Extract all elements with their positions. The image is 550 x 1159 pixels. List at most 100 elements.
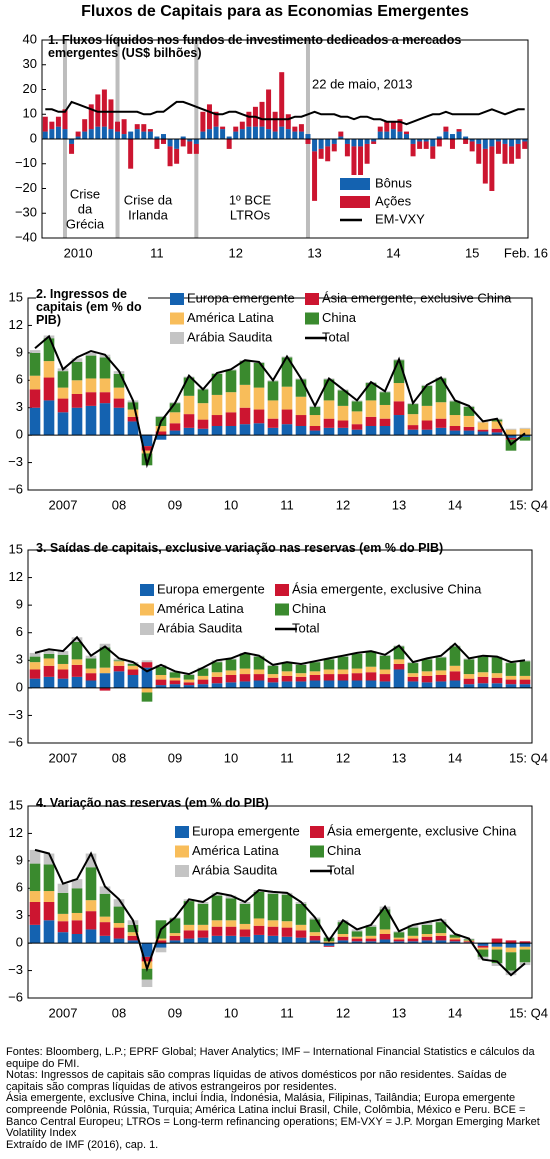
bar — [279, 126, 285, 139]
bar — [239, 121, 245, 130]
bar — [351, 931, 363, 937]
panel-title: 1. Fluxos líquidos nos fundos de investi… — [48, 33, 462, 60]
bar — [43, 853, 55, 865]
bar — [502, 139, 508, 144]
bar — [379, 392, 391, 405]
bar — [239, 674, 251, 682]
x-tick-label: 2007 — [49, 750, 78, 765]
y-tick-label: 9 — [16, 344, 23, 359]
bar — [239, 653, 251, 669]
bar — [225, 370, 237, 393]
bar — [312, 139, 318, 152]
legend-label: EM-VXY — [375, 211, 425, 226]
bar — [358, 146, 364, 177]
bar — [491, 673, 503, 678]
bar — [482, 139, 488, 149]
bar — [309, 426, 321, 431]
bar — [449, 671, 461, 681]
bar — [85, 355, 97, 379]
bar — [57, 669, 69, 679]
bar — [267, 418, 279, 428]
bar — [197, 675, 209, 680]
bar — [435, 378, 447, 403]
bar — [379, 674, 391, 682]
bar — [379, 939, 391, 944]
bar — [211, 892, 223, 896]
bar — [371, 141, 377, 144]
bar — [435, 656, 447, 658]
bar — [43, 400, 55, 436]
bar — [128, 131, 134, 139]
note: Fontes: Bloomberg, L.P.; EPRF Global; Ha… — [6, 1046, 535, 1070]
bar — [393, 941, 405, 944]
bar — [421, 934, 433, 937]
bar — [197, 937, 209, 944]
bar — [489, 139, 495, 147]
bar — [155, 940, 167, 944]
bar — [323, 379, 335, 401]
bar — [71, 659, 83, 665]
x-tick-label: 10 — [224, 750, 238, 765]
note: Ásia emergente, exclusive China, inclui … — [6, 1092, 540, 1140]
bar — [225, 674, 237, 683]
y-tick-label: −3 — [8, 962, 23, 977]
bar — [225, 920, 237, 927]
bar — [295, 426, 307, 436]
y-tick-label: 15 — [9, 797, 23, 812]
bar — [519, 946, 531, 950]
bar — [82, 131, 88, 139]
bar — [42, 131, 48, 139]
legend-swatch — [305, 293, 319, 305]
bar — [169, 412, 181, 424]
bar — [505, 970, 517, 976]
bar — [85, 378, 97, 393]
panel-title: 2. Ingressos de capitais (em % do PIB) — [36, 288, 148, 327]
bar — [128, 139, 134, 169]
legend-label: Ásia emergente, exclusive China — [292, 581, 482, 596]
x-tick-label: 12 — [336, 497, 350, 512]
bar — [266, 129, 272, 139]
bar — [323, 941, 335, 944]
y-tick-label: 3 — [16, 907, 23, 922]
bar — [267, 427, 279, 436]
bar — [183, 679, 195, 683]
bar — [211, 895, 223, 921]
bar — [141, 662, 153, 668]
bar — [337, 680, 349, 688]
bar — [417, 139, 423, 142]
bar — [519, 428, 531, 436]
bar — [239, 929, 251, 937]
bar — [127, 409, 139, 417]
bar — [141, 943, 153, 957]
bar — [309, 671, 321, 675]
legend-label: China — [292, 601, 327, 616]
x-tick-label: 09 — [168, 1005, 182, 1020]
bar — [211, 662, 223, 673]
bar — [435, 670, 447, 675]
bar — [371, 139, 377, 142]
bar — [449, 430, 461, 436]
notes: Fontes: Bloomberg, L.P.; EPRF Global; Ha… — [6, 1046, 542, 1151]
x-tick-label: 08 — [112, 750, 126, 765]
bar — [259, 126, 265, 139]
bar — [390, 121, 396, 130]
bar — [99, 357, 111, 379]
x-tick-label: 12 — [336, 750, 350, 765]
plot-frame — [41, 39, 529, 239]
bar — [351, 936, 363, 939]
bar — [113, 906, 125, 924]
bar — [197, 668, 209, 676]
note: Notas: Ingressos de capitais são compras… — [6, 1069, 507, 1093]
bar — [463, 678, 475, 685]
bar — [127, 663, 139, 666]
bar — [253, 680, 265, 688]
bar — [211, 672, 223, 677]
bar — [71, 380, 83, 394]
bar — [239, 668, 251, 675]
bar — [281, 927, 293, 937]
bar — [477, 943, 489, 946]
bar — [183, 682, 195, 686]
bar — [309, 406, 321, 416]
bar — [421, 936, 433, 941]
bar — [99, 667, 111, 674]
